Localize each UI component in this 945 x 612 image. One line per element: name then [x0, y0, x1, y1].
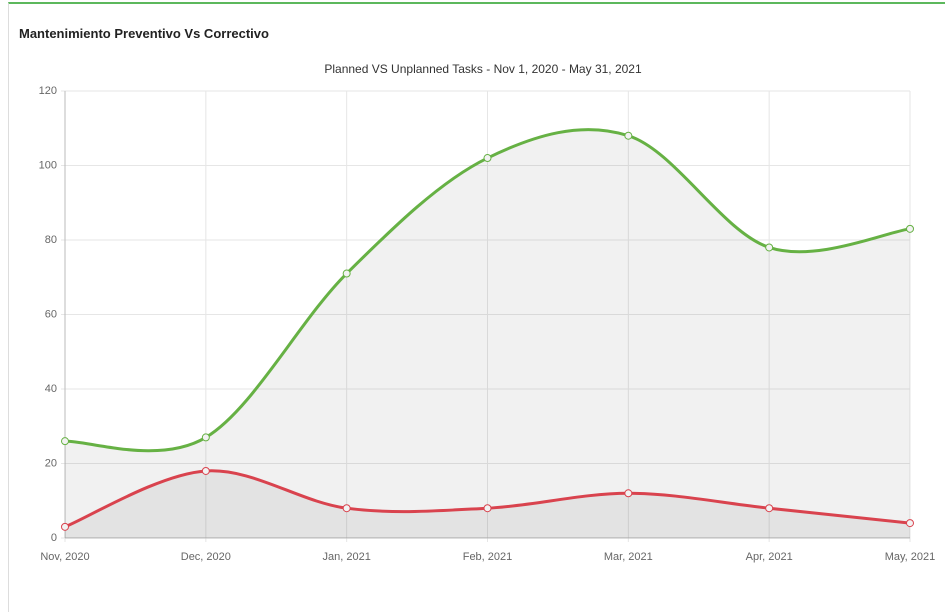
- y-tick-label: 100: [39, 159, 57, 171]
- point: [765, 243, 774, 252]
- point: [342, 269, 351, 278]
- point: [201, 433, 210, 442]
- point: [61, 437, 69, 446]
- y-tick-label: 120: [39, 85, 57, 97]
- x-tick-label: Dec, 2020: [181, 551, 231, 563]
- point: [906, 224, 914, 233]
- panel: Mantenimiento Preventivo Vs Correctivo: [8, 2, 945, 612]
- point: [624, 131, 633, 140]
- area: [65, 129, 910, 538]
- x-tick-label: Apr, 2021: [746, 551, 793, 563]
- y-tick-label: 80: [45, 234, 57, 246]
- x-tick-label: May, 2021: [885, 551, 936, 563]
- point: [483, 154, 492, 163]
- panel-title: Mantenimiento Preventivo Vs Correctivo: [19, 26, 269, 41]
- x-tick-label: Jan, 2021: [323, 551, 371, 563]
- y-tick-label: 60: [45, 308, 57, 320]
- point: [483, 504, 492, 513]
- point: [201, 466, 210, 475]
- x-tick-label: Nov, 2020: [40, 551, 89, 563]
- y-tick-label: 0: [51, 532, 57, 544]
- x-tick-label: Feb, 2021: [463, 551, 513, 563]
- point: [624, 489, 633, 498]
- point: [765, 504, 774, 513]
- y-tick-label: 20: [45, 457, 57, 469]
- y-tick-label: 40: [45, 383, 57, 395]
- x-tick-label: Mar, 2021: [604, 551, 653, 563]
- point: [342, 504, 351, 513]
- point: [906, 519, 914, 528]
- point: [61, 522, 69, 531]
- chart-title: Planned VS Unplanned Tasks - Nov 1, 2020…: [324, 62, 642, 76]
